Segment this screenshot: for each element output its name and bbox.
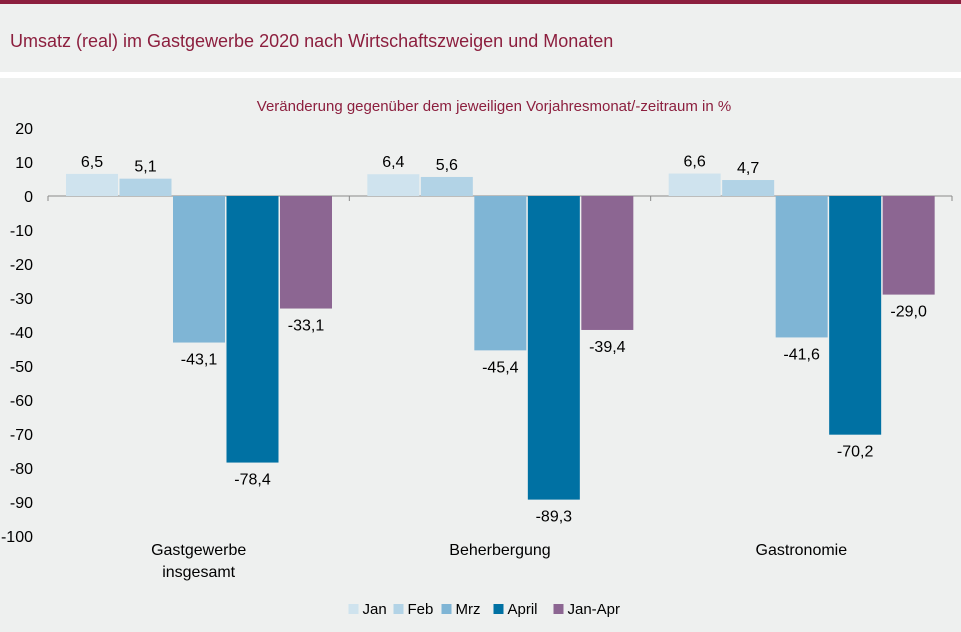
y-tick-label: -30 (10, 291, 33, 308)
bar-jan-apr (280, 196, 332, 309)
x-category-label: Beherbergung (449, 542, 550, 559)
bar-chart: Veränderung gegenüber dem jeweiligen Vor… (1, 98, 953, 618)
data-label: 4,7 (737, 160, 759, 177)
y-tick-label: -40 (10, 325, 33, 342)
x-category-label: Gastgewerbe (151, 542, 246, 559)
chart-subtitle: Veränderung gegenüber dem jeweiligen Vor… (257, 98, 731, 115)
data-label: 5,6 (436, 157, 458, 174)
page-title: Umsatz (real) im Gastgewerbe 2020 nach W… (10, 31, 614, 51)
y-tick-label: -50 (10, 359, 33, 376)
y-tick-label: -60 (10, 393, 33, 410)
data-label: 6,5 (81, 154, 103, 171)
legend-swatch-jan-apr (553, 604, 564, 614)
y-tick-label: -100 (1, 529, 33, 546)
legend-label: Feb (408, 601, 434, 618)
bar-feb (420, 176, 473, 196)
header-divider (0, 72, 961, 78)
data-label: -39,4 (589, 339, 626, 356)
bar-april (829, 196, 882, 435)
x-category-label: Gastronomie (756, 542, 848, 559)
top-accent-bar (0, 0, 961, 4)
data-label: -29,0 (890, 304, 927, 321)
y-tick-label: -20 (10, 257, 33, 274)
bar-jan (367, 174, 420, 196)
bar-april (226, 196, 279, 463)
data-label: -70,2 (837, 444, 874, 461)
bar-mrz (474, 196, 527, 351)
bar-mrz (173, 196, 225, 343)
legend-swatch-feb (393, 604, 404, 614)
y-tick-label: 0 (24, 189, 33, 206)
bar-april (527, 196, 580, 500)
bar-mrz (775, 196, 828, 338)
y-tick-label: -10 (10, 223, 33, 240)
legend-swatch-jan (348, 604, 359, 614)
data-label: -78,4 (234, 472, 271, 489)
chart-header: Umsatz (real) im Gastgewerbe 2020 nach W… (0, 4, 961, 72)
legend-label: Mrz (456, 601, 481, 618)
legend-label: Jan-Apr (568, 601, 621, 618)
bar-jan-apr (581, 196, 634, 330)
data-label: 6,4 (382, 154, 404, 171)
data-label: -45,4 (482, 359, 519, 376)
data-label: -43,1 (181, 352, 218, 369)
legend-swatch-mrz (441, 604, 452, 614)
legend-label: Jan (363, 601, 387, 618)
bar-jan (668, 173, 721, 196)
bar-jan (66, 173, 118, 196)
y-tick-label: -90 (10, 495, 33, 512)
y-tick-label: -70 (10, 427, 33, 444)
bar-jan-apr (882, 196, 935, 295)
y-tick-label: 20 (15, 121, 33, 138)
bar-feb (119, 178, 172, 196)
legend-swatch-april (493, 604, 504, 614)
data-label: -89,3 (536, 509, 573, 526)
data-label: -41,6 (783, 346, 820, 363)
bar-feb (722, 180, 775, 196)
legend-label: April (508, 601, 538, 618)
data-label: -33,1 (288, 318, 325, 335)
y-tick-label: 10 (15, 155, 33, 172)
data-label: 5,1 (134, 159, 156, 176)
x-category-label: insgesamt (162, 564, 235, 581)
data-label: 6,6 (684, 154, 706, 171)
y-tick-label: -80 (10, 461, 33, 478)
